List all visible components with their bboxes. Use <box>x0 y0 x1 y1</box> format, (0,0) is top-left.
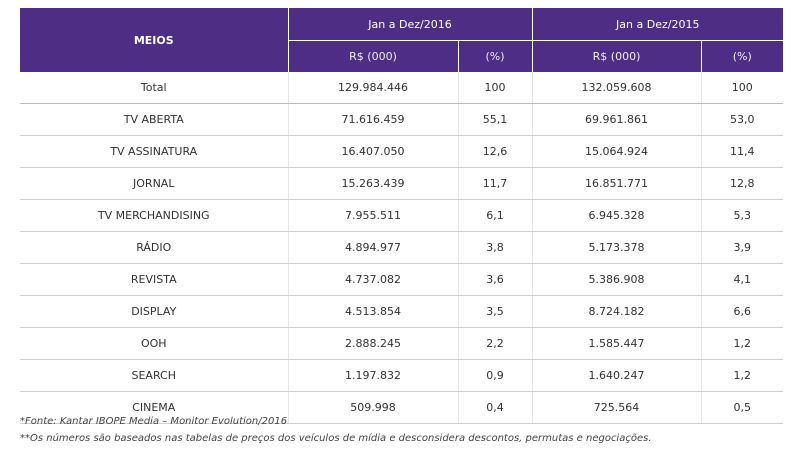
cell-value-2015: 1.640.247 <box>531 359 701 392</box>
cell-percent-2015: 53,0 <box>700 103 783 136</box>
cell-percent-2016: 100 <box>457 72 532 104</box>
cell-meio: TV MERCHANDISING <box>20 199 288 232</box>
cell-meio: RÁDIO <box>20 231 288 264</box>
cell-value-2016: 16.407.050 <box>287 135 458 168</box>
cell-meio: REVISTA <box>20 263 288 296</box>
cell-meio: SEARCH <box>20 359 288 392</box>
cell-value-2016: 2.888.245 <box>287 327 458 360</box>
cell-percent-2016: 55,1 <box>457 103 532 136</box>
cell-percent-2016: 12,6 <box>457 135 532 168</box>
header-year-2015: Jan a Dez/2015 <box>531 8 783 41</box>
cell-percent-2016: 0,9 <box>457 359 532 392</box>
cell-percent-2016: 3,8 <box>457 231 532 264</box>
cell-value-2015: 6.945.328 <box>531 199 701 232</box>
table-row: CINEMA 509.998 0,4 725.564 0,5 <box>20 391 783 424</box>
table-row: TV ASSINATURA 16.407.050 12,6 15.064.924 11,… <box>20 135 783 168</box>
cell-percent-2016: 6,1 <box>457 199 532 232</box>
cell-value-2015: 1.585.447 <box>531 327 701 360</box>
table-row: JORNAL 15.263.439 11,7 16.851.771 12,8 <box>20 167 783 200</box>
cell-percent-2015: 11,4 <box>700 135 783 168</box>
cell-meio: CINEMA <box>20 391 288 424</box>
table-row: REVISTA 4.737.082 3,6 5.386.908 4,1 <box>20 263 783 296</box>
cell-percent-2015: 3,9 <box>700 231 783 264</box>
subheader-value-2016: R$ (000) <box>287 40 458 72</box>
table-row: Total 129.984.446 100 132.059.608 100 <box>20 72 783 104</box>
cell-meio: JORNAL <box>20 167 288 200</box>
cell-meio: TV ASSINATURA <box>20 135 288 168</box>
cell-value-2015: 132.059.608 <box>531 72 701 104</box>
cell-value-2015: 5.386.908 <box>531 263 701 296</box>
table-row: RÁDIO 4.894.977 3,8 5.173.378 3,9 <box>20 231 783 264</box>
cell-value-2015: 69.961.861 <box>531 103 701 136</box>
media-investment-table: MEIOS Jan a Dez/2016 Jan a Dez/2015 R$ (… <box>20 8 783 424</box>
cell-percent-2016: 0,4 <box>457 391 532 424</box>
cell-percent-2015: 6,6 <box>700 295 783 328</box>
cell-meio: DISPLAY <box>20 295 288 328</box>
cell-percent-2016: 3,6 <box>457 263 532 296</box>
cell-percent-2016: 2,2 <box>457 327 532 360</box>
cell-value-2015: 15.064.924 <box>531 135 701 168</box>
cell-value-2016: 71.616.459 <box>287 103 458 136</box>
cell-value-2016: 509.998 <box>287 391 458 424</box>
cell-value-2016: 1.197.832 <box>287 359 458 392</box>
table-row: TV MERCHANDISING 7.955.511 6,1 6.945.328 5,3 <box>20 199 783 232</box>
cell-percent-2015: 4,1 <box>700 263 783 296</box>
cell-meio: Total <box>20 72 288 104</box>
table-row: SEARCH 1.197.832 0,9 1.640.247 1,2 <box>20 359 783 392</box>
cell-percent-2015: 12,8 <box>700 167 783 200</box>
cell-percent-2016: 11,7 <box>457 167 532 200</box>
cell-percent-2015: 1,2 <box>700 359 783 392</box>
cell-value-2015: 725.564 <box>531 391 701 424</box>
subheader-percent-2016: (%) <box>457 40 532 72</box>
cell-value-2015: 16.851.771 <box>531 167 701 200</box>
cell-value-2015: 5.173.378 <box>531 231 701 264</box>
cell-value-2015: 8.724.182 <box>531 295 701 328</box>
table-row: DISPLAY 4.513.854 3,5 8.724.182 6,6 <box>20 295 783 328</box>
subheader-value-2015: R$ (000) <box>531 40 701 72</box>
media-investment-table-container: MEIOS Jan a Dez/2016 Jan a Dez/2015 R$ (… <box>20 8 783 424</box>
cell-percent-2016: 3,5 <box>457 295 532 328</box>
table-row: OOH 2.888.245 2,2 1.585.447 1,2 <box>20 327 783 360</box>
cell-meio: OOH <box>20 327 288 360</box>
cell-percent-2015: 1,2 <box>700 327 783 360</box>
cell-percent-2015: 5,3 <box>700 199 783 232</box>
cell-percent-2015: 0,5 <box>700 391 783 424</box>
cell-percent-2015: 100 <box>700 72 783 104</box>
source-note: *Fonte: Kantar IBOPE Media – Monitor Evo… <box>20 416 288 427</box>
cell-value-2016: 4.737.082 <box>287 263 458 296</box>
table-body: Total 129.984.446 100 132.059.608 100 TV ABER… <box>20 72 783 424</box>
cell-value-2016: 129.984.446 <box>287 72 458 104</box>
cell-meio: TV ABERTA <box>20 103 288 136</box>
header-year-2016: Jan a Dez/2016 <box>287 8 532 41</box>
cell-value-2016: 4.894.977 <box>287 231 458 264</box>
cell-value-2016: 15.263.439 <box>287 167 458 200</box>
subheader-percent-2015: (%) <box>700 40 783 72</box>
table-row: TV ABERTA 71.616.459 55,1 69.961.861 53,0 <box>20 103 783 136</box>
disclaimer-note: **Os números são baseados nas tabelas de… <box>20 433 652 444</box>
cell-value-2016: 7.955.511 <box>287 199 458 232</box>
footnotes: *Fonte: Kantar IBOPE Media – Monitor Evo… <box>20 413 652 447</box>
cell-value-2016: 4.513.854 <box>287 295 458 328</box>
header-meios: MEIOS <box>20 8 289 72</box>
